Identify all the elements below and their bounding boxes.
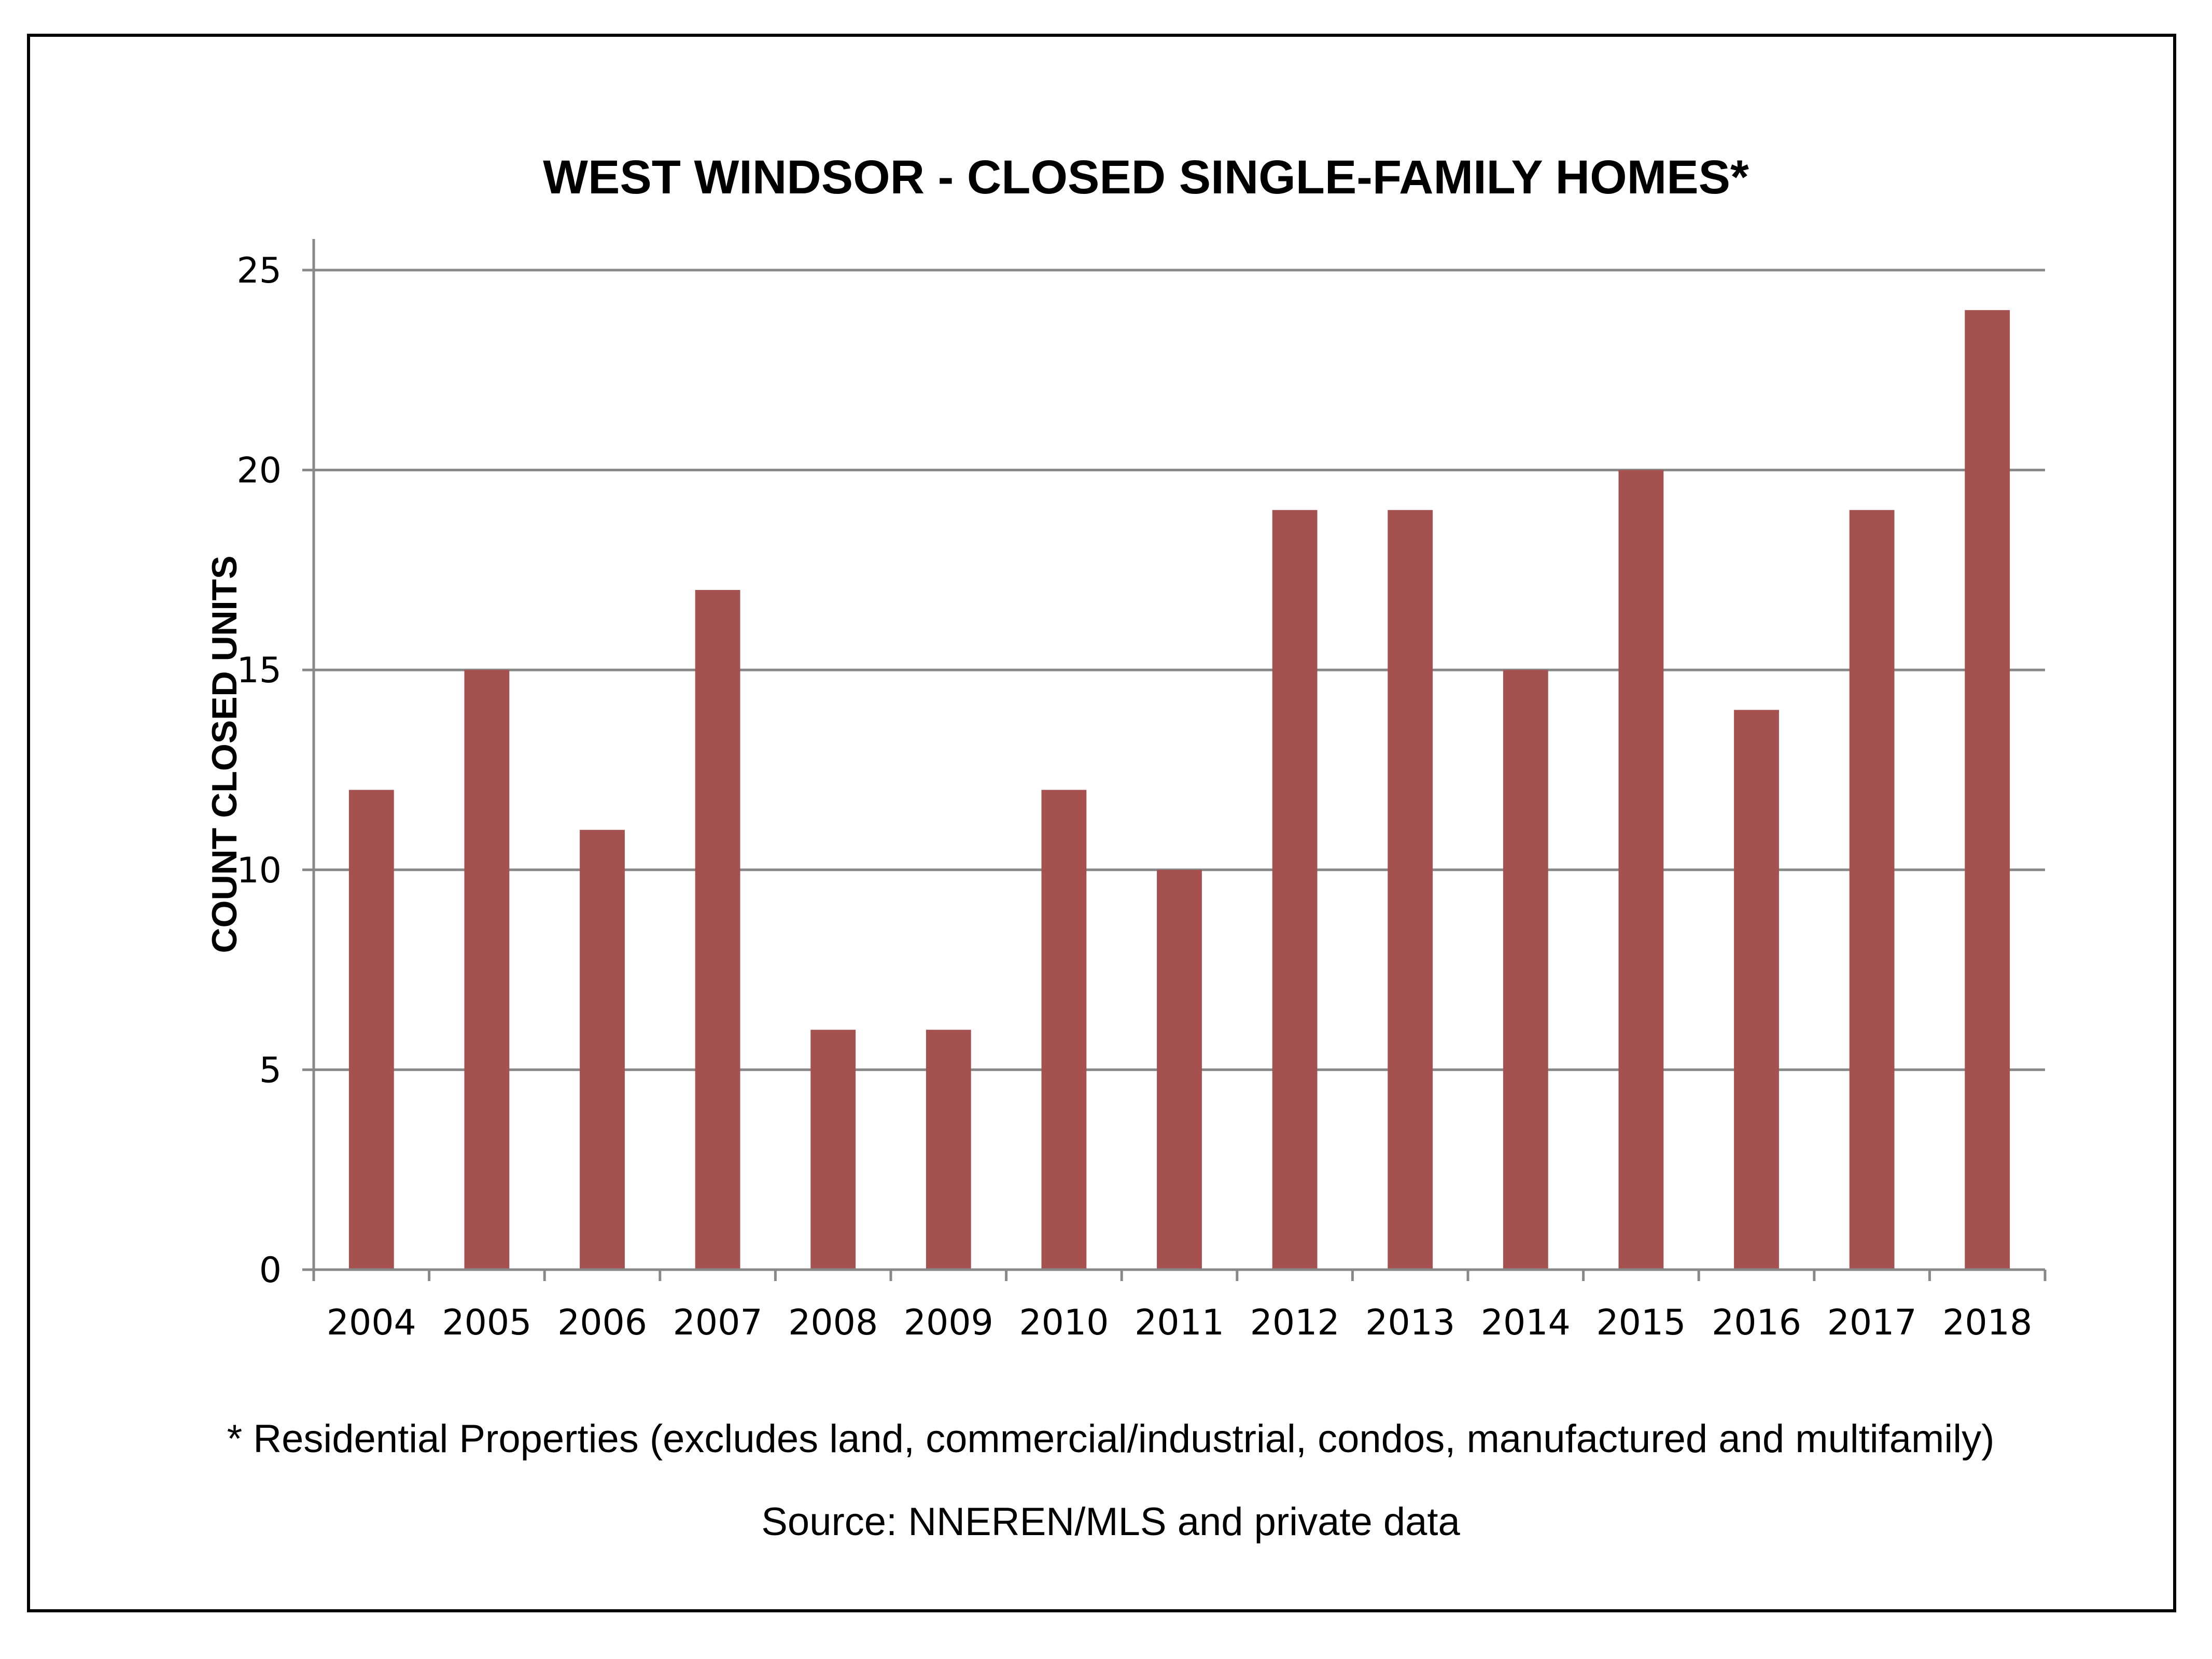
- x-tick-label: 2015: [1596, 1302, 1686, 1343]
- bar-2018: [1965, 310, 2010, 1270]
- x-tick-label: 2018: [1942, 1302, 2032, 1343]
- source-note: Source: NNEREN/MLS and private data: [761, 1500, 1460, 1544]
- bar-2004: [348, 790, 394, 1270]
- x-tick-label: 2009: [904, 1302, 993, 1343]
- bar-2007: [695, 589, 740, 1270]
- x-tick-label: 2010: [1019, 1302, 1109, 1343]
- bar-2015: [1618, 470, 1664, 1270]
- bars: [348, 310, 2010, 1270]
- y-tick-label: 25: [236, 250, 282, 291]
- x-tick-label: 2013: [1365, 1302, 1455, 1343]
- x-tick-label: 2014: [1481, 1302, 1571, 1343]
- bar-2014: [1503, 670, 1548, 1270]
- x-tick-label: 2004: [327, 1302, 416, 1343]
- x-tick-label: 2006: [557, 1302, 647, 1343]
- y-tick-label: 5: [259, 1050, 282, 1091]
- bar-2016: [1734, 710, 1779, 1270]
- y-axis-ticks: 0 5 10 15 20 25: [236, 250, 314, 1291]
- bar-2017: [1849, 510, 1895, 1270]
- bar-2006: [580, 830, 625, 1270]
- footnote: * Residential Properties (excludes land,…: [227, 1417, 1995, 1461]
- bar-2011: [1157, 869, 1202, 1270]
- x-tick-label: 2017: [1827, 1302, 1917, 1343]
- chart-title: WEST WINDSOR - CLOSED SINGLE-FAMILY HOME…: [543, 151, 1749, 204]
- x-tick-label: 2011: [1135, 1302, 1224, 1343]
- bar-2009: [926, 1030, 971, 1270]
- x-tick-label: 2008: [788, 1302, 878, 1343]
- y-tick-label: 20: [236, 451, 282, 491]
- bar-chart: WEST WINDSOR - CLOSED SINGLE-FAMILY HOME…: [205, 151, 2047, 1544]
- y-tick-label: 15: [236, 650, 282, 691]
- chart-frame: WEST WINDSOR - CLOSED SINGLE-FAMILY HOME…: [27, 34, 2176, 1612]
- bar-2013: [1388, 510, 1433, 1270]
- bar-2005: [464, 670, 510, 1270]
- x-tick-label: 2005: [442, 1302, 531, 1343]
- x-tick-label: 2012: [1250, 1302, 1340, 1343]
- x-tick-label: 2016: [1712, 1302, 1801, 1343]
- y-tick-label: 10: [236, 850, 282, 891]
- x-tick-label: 2007: [673, 1302, 763, 1343]
- bar-2008: [810, 1030, 856, 1270]
- x-axis-ticks: 2004 2005 2006 2007 2008 2009 2010 2011 2012 2013…: [312, 1270, 2047, 1343]
- y-axis-label: COUNT CLOSED UNITS: [205, 556, 244, 953]
- bar-2010: [1041, 790, 1087, 1270]
- y-tick-label: 0: [259, 1250, 282, 1291]
- bar-2012: [1272, 510, 1318, 1270]
